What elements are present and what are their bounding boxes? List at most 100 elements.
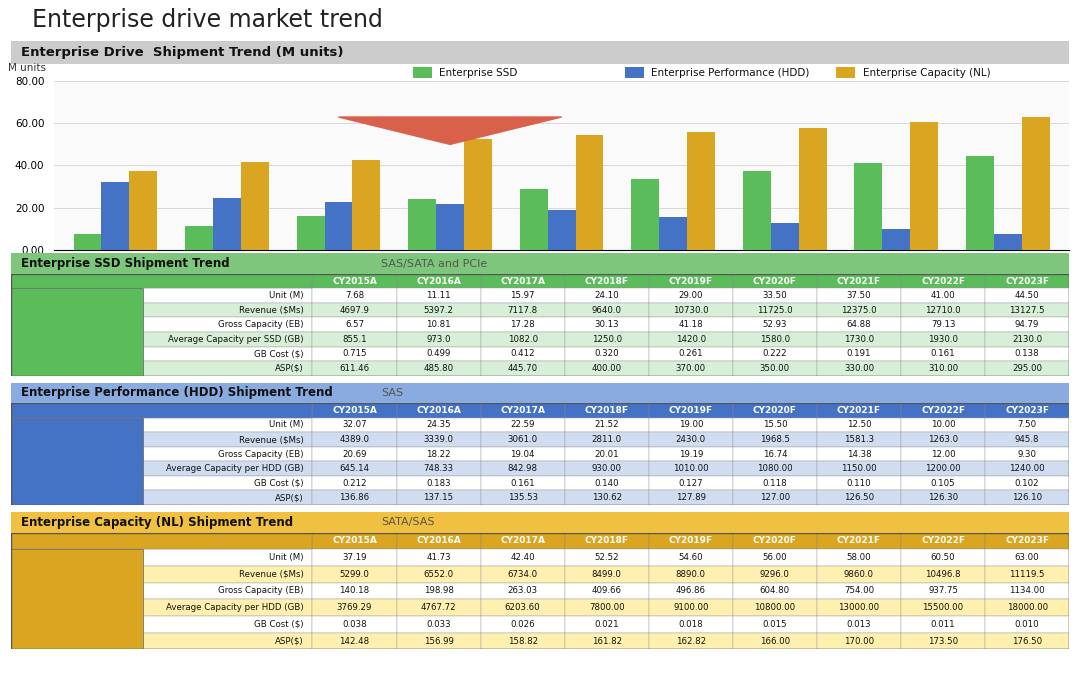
- Text: 9640.0: 9640.0: [592, 305, 622, 314]
- Bar: [396, 599, 481, 616]
- Bar: [632, 179, 659, 250]
- Text: 32.07: 32.07: [342, 420, 367, 429]
- Text: CY2018F: CY2018F: [584, 406, 629, 415]
- Bar: [396, 447, 481, 462]
- Bar: [396, 533, 481, 549]
- Text: 176.50: 176.50: [1012, 636, 1042, 645]
- Text: CY2019F: CY2019F: [669, 406, 713, 415]
- Bar: [213, 198, 241, 250]
- Text: 173.50: 173.50: [928, 636, 958, 645]
- Text: 0.499: 0.499: [427, 350, 450, 358]
- Bar: [312, 403, 396, 418]
- Bar: [649, 491, 733, 505]
- Bar: [985, 403, 1069, 418]
- Bar: [144, 317, 312, 332]
- Bar: [994, 234, 1022, 250]
- Text: 94.79: 94.79: [1015, 320, 1039, 330]
- Bar: [312, 303, 396, 317]
- Text: 9100.00: 9100.00: [673, 603, 708, 612]
- Bar: [312, 432, 396, 447]
- Bar: [901, 332, 985, 347]
- Bar: [312, 317, 396, 332]
- Text: 137.15: 137.15: [423, 493, 454, 502]
- Bar: [985, 491, 1069, 505]
- Bar: [481, 599, 565, 616]
- Bar: [854, 163, 882, 250]
- Bar: [816, 303, 901, 317]
- Bar: [985, 274, 1069, 288]
- Text: 156.99: 156.99: [423, 636, 454, 645]
- Bar: [565, 303, 649, 317]
- Text: CY2017A: CY2017A: [500, 406, 545, 415]
- Text: 0.102: 0.102: [1015, 479, 1039, 488]
- Text: 0.010: 0.010: [1015, 620, 1039, 629]
- Bar: [11, 533, 312, 549]
- Text: 6734.0: 6734.0: [508, 570, 538, 579]
- Bar: [565, 491, 649, 505]
- Text: 19.04: 19.04: [511, 449, 535, 459]
- Text: 20.01: 20.01: [594, 449, 619, 459]
- Text: 135.53: 135.53: [508, 493, 538, 502]
- Bar: [481, 566, 565, 583]
- Text: 11.11: 11.11: [427, 291, 450, 300]
- Text: 22.59: 22.59: [511, 420, 535, 429]
- Text: 1968.5: 1968.5: [760, 435, 789, 444]
- Text: Unit (M): Unit (M): [270, 553, 303, 562]
- Bar: [733, 491, 816, 505]
- Text: 1240.00: 1240.00: [1010, 464, 1045, 473]
- Bar: [816, 583, 901, 599]
- Text: 41.73: 41.73: [427, 553, 450, 562]
- Bar: [144, 432, 312, 447]
- Bar: [144, 303, 312, 317]
- Text: Gross Capacity (EB): Gross Capacity (EB): [218, 320, 303, 330]
- Text: 198.98: 198.98: [423, 586, 454, 596]
- Bar: [901, 347, 985, 361]
- Bar: [11, 418, 144, 505]
- Text: Gross Capacity (EB): Gross Capacity (EB): [218, 449, 303, 459]
- Bar: [297, 216, 324, 250]
- Text: 7.68: 7.68: [345, 291, 364, 300]
- Bar: [565, 566, 649, 583]
- Bar: [901, 491, 985, 505]
- Bar: [649, 403, 733, 418]
- Text: 855.1: 855.1: [342, 335, 367, 344]
- Bar: [649, 633, 733, 649]
- Text: CY2021F: CY2021F: [837, 406, 881, 415]
- Bar: [985, 418, 1069, 432]
- Text: 748.33: 748.33: [423, 464, 454, 473]
- Bar: [733, 332, 816, 347]
- Bar: [985, 616, 1069, 633]
- Text: 370.00: 370.00: [676, 364, 706, 373]
- Bar: [11, 317, 144, 332]
- Text: 10730.0: 10730.0: [673, 305, 708, 314]
- Bar: [649, 462, 733, 476]
- Bar: [565, 403, 649, 418]
- Text: 127.89: 127.89: [676, 493, 706, 502]
- Text: SATA/SAS: SATA/SAS: [381, 517, 435, 527]
- Bar: [144, 447, 312, 462]
- Text: 9296.0: 9296.0: [760, 570, 789, 579]
- Bar: [396, 462, 481, 476]
- Text: CY2020F: CY2020F: [753, 537, 797, 546]
- Bar: [11, 447, 144, 462]
- Text: CY2022F: CY2022F: [921, 537, 966, 546]
- Bar: [565, 447, 649, 462]
- Bar: [733, 616, 816, 633]
- Text: 5397.2: 5397.2: [423, 305, 454, 314]
- Bar: [565, 476, 649, 491]
- Bar: [312, 566, 396, 583]
- Text: CY2017A: CY2017A: [500, 277, 545, 286]
- Text: 44.50: 44.50: [1015, 291, 1039, 300]
- Bar: [816, 332, 901, 347]
- Bar: [481, 462, 565, 476]
- Text: 295.00: 295.00: [1012, 364, 1042, 373]
- Text: 263.03: 263.03: [508, 586, 538, 596]
- Bar: [144, 616, 312, 633]
- Bar: [11, 599, 144, 616]
- Bar: [733, 288, 816, 303]
- Bar: [901, 403, 985, 418]
- Text: 0.015: 0.015: [762, 620, 787, 629]
- Bar: [481, 332, 565, 347]
- Bar: [985, 566, 1069, 583]
- Bar: [481, 274, 565, 288]
